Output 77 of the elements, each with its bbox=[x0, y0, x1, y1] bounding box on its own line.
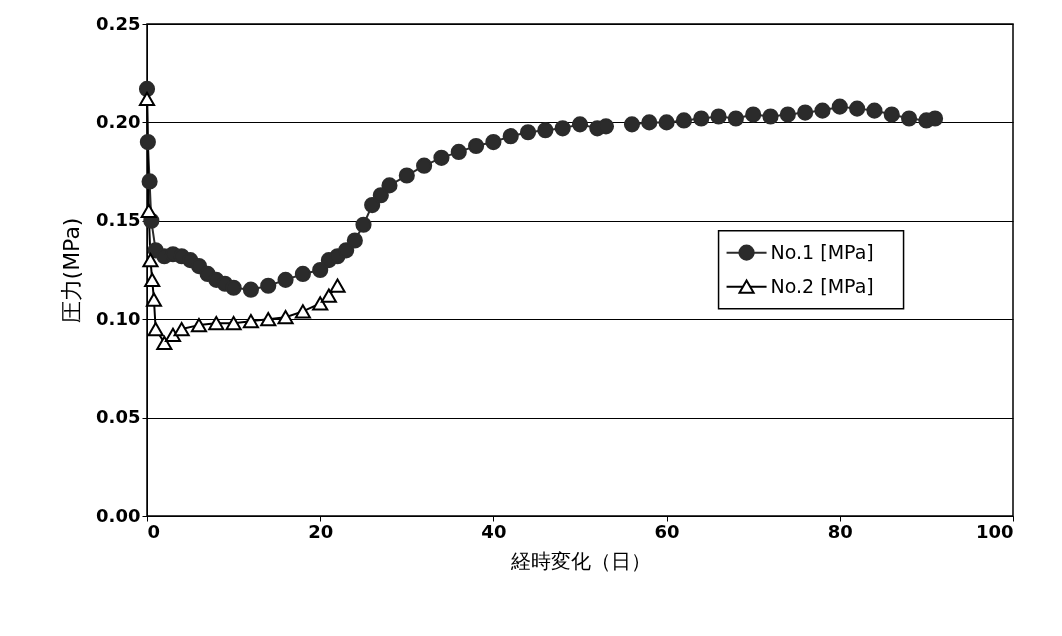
point bbox=[190, 317, 208, 333]
x-tick-label: 100 bbox=[975, 520, 1014, 542]
point bbox=[849, 100, 866, 117]
point bbox=[225, 279, 242, 296]
point bbox=[139, 134, 156, 151]
y-tick-label: 0.10 bbox=[96, 307, 141, 329]
point bbox=[140, 203, 157, 219]
point bbox=[416, 157, 433, 174]
point bbox=[329, 278, 346, 293]
point bbox=[762, 108, 779, 125]
point bbox=[693, 110, 710, 127]
x-tick-label: 40 bbox=[481, 520, 507, 542]
point bbox=[571, 116, 589, 133]
point bbox=[831, 98, 848, 115]
point bbox=[145, 292, 162, 307]
point bbox=[727, 110, 744, 127]
legend-label: No.1 [MPa] bbox=[770, 240, 874, 263]
point bbox=[294, 304, 311, 319]
point bbox=[144, 272, 161, 287]
point bbox=[294, 265, 311, 282]
point bbox=[450, 143, 467, 160]
point bbox=[242, 314, 259, 329]
point bbox=[242, 281, 259, 298]
point bbox=[814, 102, 831, 119]
point bbox=[346, 232, 363, 249]
point bbox=[641, 114, 658, 131]
point bbox=[710, 108, 727, 125]
point bbox=[519, 124, 537, 141]
point bbox=[658, 114, 675, 131]
point bbox=[208, 316, 225, 331]
point bbox=[883, 106, 900, 123]
point bbox=[138, 91, 156, 106]
point bbox=[901, 110, 918, 127]
point bbox=[797, 104, 814, 121]
point bbox=[320, 288, 337, 303]
x-tick-label: 60 bbox=[654, 520, 680, 542]
y-axis-title: 圧力(MPa) bbox=[59, 217, 85, 324]
point bbox=[745, 106, 762, 123]
point bbox=[537, 122, 554, 139]
point bbox=[675, 112, 692, 129]
point bbox=[381, 177, 398, 194]
y-tick-label: 0.05 bbox=[96, 406, 141, 428]
point bbox=[623, 116, 641, 133]
x-axis-title: 経時変化（日） bbox=[509, 548, 651, 573]
point bbox=[142, 253, 159, 268]
point bbox=[277, 310, 294, 325]
point bbox=[485, 134, 502, 151]
point bbox=[225, 316, 242, 331]
point bbox=[468, 137, 485, 155]
y-tick-label: 0.15 bbox=[96, 209, 141, 231]
point bbox=[260, 312, 277, 327]
point bbox=[779, 106, 796, 123]
point bbox=[554, 120, 571, 137]
point bbox=[372, 187, 389, 204]
point bbox=[355, 216, 372, 233]
point bbox=[277, 271, 294, 288]
point bbox=[164, 327, 182, 343]
y-tick-label: 0.20 bbox=[96, 110, 141, 132]
x-tick-label: 80 bbox=[827, 520, 853, 542]
point bbox=[866, 102, 883, 119]
point bbox=[260, 277, 277, 294]
point bbox=[398, 167, 415, 184]
point bbox=[141, 173, 158, 190]
y-tick-label: 0.00 bbox=[96, 504, 141, 526]
x-tick-label: 0 bbox=[147, 520, 161, 542]
point bbox=[364, 197, 381, 214]
point bbox=[433, 149, 450, 166]
legend-label: No.2 [MPa] bbox=[770, 274, 874, 297]
point bbox=[156, 335, 173, 350]
point bbox=[338, 242, 355, 259]
point bbox=[173, 321, 190, 337]
point bbox=[147, 321, 164, 337]
y-tick-label: 0.25 bbox=[96, 12, 141, 34]
point bbox=[312, 261, 329, 279]
point bbox=[502, 128, 519, 145]
point bbox=[312, 296, 329, 311]
x-tick-label: 20 bbox=[308, 520, 334, 542]
